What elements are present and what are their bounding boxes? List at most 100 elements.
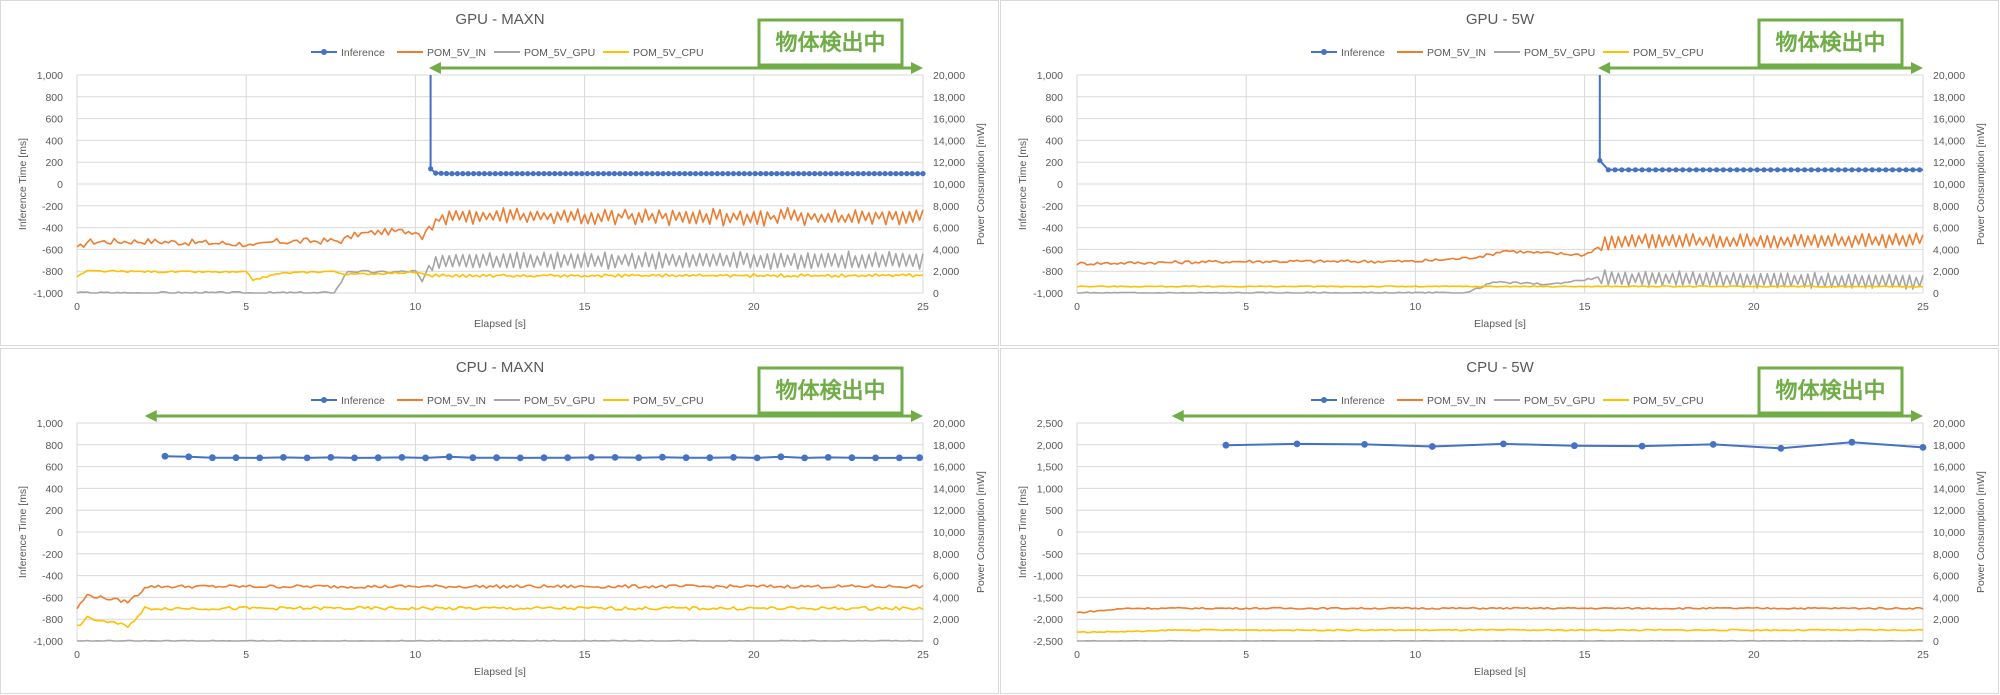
y-right-axis-title: Power Consumption [mW]	[975, 471, 987, 593]
y-right-tick-label: 20,000	[933, 418, 965, 430]
y-right-tick-label: 10,000	[1933, 527, 1965, 539]
y-right-tick-label: 20,000	[1933, 70, 1965, 82]
inference-point	[398, 454, 406, 461]
inference-point	[1822, 167, 1828, 173]
inference-point	[768, 171, 775, 177]
legend-marker	[321, 49, 327, 55]
inference-point	[1815, 167, 1821, 173]
inference-point	[564, 454, 572, 462]
x-axis-title: Elapsed [s]	[1474, 666, 1526, 678]
y-left-tick-label: 1,000	[1037, 70, 1063, 82]
inference-point	[428, 166, 434, 172]
inference-point	[438, 170, 444, 176]
inference-point	[895, 454, 903, 462]
inference-point	[698, 171, 704, 177]
y-left-tick-label: 200	[1045, 157, 1063, 169]
inference-point	[898, 171, 904, 177]
y-right-tick-label: 18,000	[933, 440, 965, 452]
inference-point	[1856, 167, 1862, 173]
inference-point	[536, 171, 542, 177]
inference-point	[1795, 167, 1801, 173]
inference-point	[1761, 167, 1767, 173]
chart-svg: GPU - MAXN Inference POM_5V_IN POM_5V_GPU PO…	[17, 11, 987, 330]
series-line-pom_5v_cpu	[1076, 285, 1924, 288]
inference-point	[758, 171, 764, 177]
x-axis-title: Elapsed [s]	[474, 666, 526, 678]
legend-label: POM_5V_GPU	[524, 395, 595, 407]
inference-point	[1612, 167, 1618, 173]
legend-label: Inference	[1341, 47, 1385, 59]
chart-title: CPU - 5W	[1466, 359, 1534, 376]
inference-point	[628, 171, 634, 177]
y-left-tick-label: 600	[45, 462, 63, 474]
y-right-tick-label: 18,000	[933, 92, 965, 104]
inference-point	[916, 454, 923, 462]
y-left-tick-label: -800	[42, 266, 63, 278]
inference-point	[720, 171, 726, 177]
inference-point	[1707, 167, 1713, 173]
inference-point	[644, 171, 650, 177]
y-left-tick-label: -2,000	[1033, 614, 1063, 626]
y-left-tick-label: 400	[45, 135, 63, 147]
inference-point	[443, 170, 450, 177]
inference-point	[595, 171, 601, 177]
inference-point	[1619, 167, 1625, 173]
inference-point	[725, 171, 731, 177]
inference-point	[449, 171, 455, 177]
inference-point	[1673, 167, 1679, 173]
y-right-tick-label: 18,000	[1933, 92, 1965, 104]
legend-item: POM_5V_CPU	[1603, 395, 1704, 407]
inference-point	[915, 171, 921, 177]
inference-point	[790, 171, 796, 177]
inference-point	[1777, 444, 1785, 452]
inference-point	[1597, 157, 1603, 164]
badge-label: 物体検出中	[775, 378, 885, 403]
y-left-tick-label: -1,000	[33, 288, 63, 300]
series-line-pom_5v_in	[76, 584, 924, 610]
y-left-tick-label: -200	[1042, 201, 1063, 213]
y-right-tick-label: 14,000	[933, 483, 965, 495]
x-axis-title: Elapsed [s]	[474, 318, 526, 330]
legend-label: POM_5V_IN	[427, 395, 486, 407]
inference-point	[1869, 167, 1875, 173]
inference-point	[1727, 167, 1733, 173]
inference-point	[1686, 167, 1693, 173]
inference-point	[1741, 167, 1747, 173]
inference-point	[709, 171, 715, 177]
inference-point	[433, 170, 439, 176]
x-tick-label: 0	[1074, 649, 1080, 661]
inference-point	[303, 454, 311, 462]
legend-item: POM_5V_GPU	[494, 395, 595, 407]
legend-marker	[321, 397, 327, 403]
y-left-tick-label: 800	[45, 92, 63, 104]
inference-point	[920, 171, 926, 177]
inference-point	[1862, 167, 1869, 173]
y-right-tick-label: 16,000	[1933, 462, 1965, 474]
y-right-tick-label: 12,000	[1933, 157, 1965, 169]
inference-point	[871, 171, 877, 177]
x-tick-label: 15	[1579, 649, 1591, 661]
legend-label: POM_5V_GPU	[1524, 395, 1595, 407]
arrowhead-right	[1911, 410, 1923, 422]
inference-point	[904, 171, 910, 177]
arrowhead-right	[911, 410, 923, 422]
inference-point	[1768, 167, 1774, 173]
inference-point	[1500, 440, 1507, 448]
inference-point	[774, 171, 780, 177]
y-left-tick-label: -400	[42, 571, 63, 583]
legend-item: POM_5V_IN	[1397, 395, 1486, 407]
inference-point	[1680, 167, 1686, 173]
series-line-inference	[1598, 75, 1923, 171]
x-axis-title: Elapsed [s]	[1474, 318, 1526, 330]
inference-point	[568, 171, 574, 177]
inference-point	[893, 171, 899, 177]
y-right-tick-label: 2,000	[933, 266, 959, 278]
y-right-tick-label: 12,000	[933, 505, 965, 517]
chart-svg: GPU - 5W Inference POM_5V_IN POM_5V_GPU POM_…	[1017, 11, 1987, 330]
y-right-tick-label: 6,000	[933, 223, 959, 235]
inference-point	[1829, 167, 1835, 173]
inference-point	[1714, 167, 1720, 173]
x-tick-label: 15	[1579, 301, 1591, 313]
badge-box	[757, 366, 904, 415]
badge-label: 物体検出中	[775, 30, 885, 55]
